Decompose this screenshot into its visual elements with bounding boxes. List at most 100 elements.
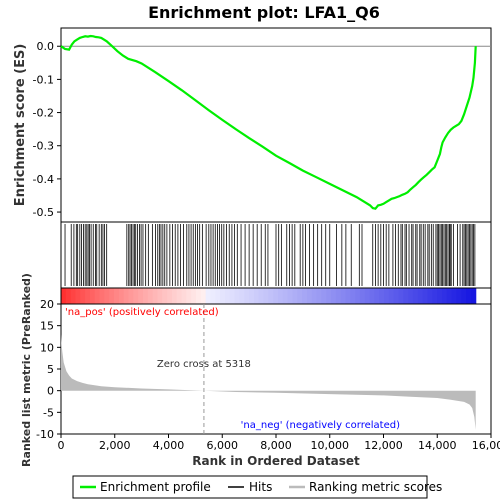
es-y-tick-label: -0.3 <box>33 140 54 153</box>
color-band-segment <box>220 288 226 304</box>
metric-plot-frame <box>60 303 492 435</box>
color-band-segment <box>412 288 419 304</box>
color-band-segment <box>118 288 125 304</box>
color-band-segment <box>239 288 245 304</box>
color-band-segment <box>340 288 347 304</box>
metric-y-ticks: 20 15 10 5 0 -5 -10 <box>36 298 61 441</box>
rank-color-band <box>61 288 477 304</box>
color-band-segment <box>138 288 144 304</box>
legend-label-enrichment-profile: Enrichment profile <box>100 480 211 494</box>
color-band-segment <box>326 288 332 304</box>
color-band-segment <box>176 288 183 304</box>
color-band-segment <box>306 288 313 304</box>
legend-label-hits: Hits <box>249 480 272 494</box>
color-band-segment <box>316 288 322 304</box>
color-band-segment <box>224 288 231 304</box>
hits-marks <box>64 224 476 286</box>
x-tick-label: 2,000 <box>99 439 131 452</box>
color-band-segment <box>461 288 467 304</box>
color-band-segment <box>374 288 380 304</box>
metric-y-tick-label: -5 <box>43 406 54 419</box>
es-y-tick-label: -0.1 <box>33 73 54 86</box>
color-band-segment <box>345 288 351 304</box>
color-band-segment <box>302 288 308 304</box>
color-band-segment <box>109 288 115 304</box>
color-band-segment <box>388 288 395 304</box>
zero-cross-label: Zero cross at 5318 <box>157 359 251 370</box>
color-band-segment <box>99 288 105 304</box>
es-y-axis-label: Enrichment score (ES) <box>13 44 28 207</box>
color-band-segment <box>152 288 159 304</box>
legend-frame <box>72 475 428 499</box>
color-band-segment <box>359 288 366 304</box>
x-axis-label: Rank in Ordered Dataset <box>192 454 360 468</box>
color-band-segment <box>80 288 86 304</box>
negative-correlation-label: 'na_neg' (negatively correlated) <box>241 420 400 431</box>
color-band-segment <box>253 288 260 304</box>
color-band-segment <box>441 288 448 304</box>
color-band-segment <box>133 288 139 304</box>
enrichment-profile-line <box>60 34 477 210</box>
color-band-segment <box>263 288 269 304</box>
x-tick-label: 16,000 <box>472 439 500 452</box>
color-band-segment <box>191 288 197 304</box>
color-band-segment <box>311 288 318 304</box>
color-band-segment <box>292 288 298 304</box>
color-band-segment <box>61 288 67 304</box>
metric-y-tick-label: 10 <box>40 341 54 354</box>
color-band-segment <box>437 288 443 304</box>
color-band-segment <box>350 288 356 304</box>
color-band-segment <box>364 288 371 304</box>
color-band-segment <box>123 288 130 304</box>
color-band-segment <box>147 288 154 304</box>
color-band-segment <box>196 288 202 304</box>
color-band-segment <box>446 288 453 304</box>
metric-y-tick-label: 15 <box>40 320 54 333</box>
color-band-segment <box>171 288 178 304</box>
color-band-segment <box>287 288 294 304</box>
metric-y-tick-label: 0 <box>47 385 54 398</box>
ranked-metric-panel: 20 15 10 5 0 -5 -10 Zero cross at 5318 'na_pos… <box>20 273 492 467</box>
color-band-segment <box>417 288 424 304</box>
color-band-segment <box>393 288 400 304</box>
color-band-segment <box>234 288 241 304</box>
x-tick-label: 0 <box>58 439 65 452</box>
color-band-segment <box>268 288 274 304</box>
color-band-segment <box>142 288 149 304</box>
es-y-tick-label: 0.0 <box>37 40 55 53</box>
color-band-segment <box>244 288 250 304</box>
color-band-segment <box>282 288 289 304</box>
x-tick-label: 12,000 <box>364 439 403 452</box>
color-band-segment <box>369 288 376 304</box>
color-band-segment <box>128 288 134 304</box>
x-tick-label: 14,000 <box>418 439 457 452</box>
color-band-segment <box>408 288 414 304</box>
color-band-segment <box>89 288 96 304</box>
es-y-tick-label: -0.2 <box>33 107 54 120</box>
es-panel: 0.0 -0.1 -0.2 -0.3 -0.4 -0.5 Enrichment score… <box>13 27 492 223</box>
color-band-segment <box>75 288 81 304</box>
positive-correlation-label: 'na_pos' (positively correlated) <box>65 307 219 318</box>
color-band-segment <box>205 288 212 304</box>
color-band-segment <box>470 288 477 304</box>
chart-title: Enrichment plot: LFA1_Q6 <box>148 3 380 22</box>
color-band-segment <box>331 288 337 304</box>
color-band-segment <box>65 288 72 304</box>
x-tick-label: 4,000 <box>153 439 185 452</box>
legend-label-ranking-metric: Ranking metric scores <box>309 480 442 494</box>
color-band-segment <box>273 288 279 304</box>
color-band-segment <box>451 288 457 304</box>
color-band-segment <box>94 288 101 304</box>
metric-y-tick-label: -10 <box>36 428 54 441</box>
color-band-segment <box>229 288 236 304</box>
x-tick-label: 6,000 <box>207 439 239 452</box>
color-band-segment <box>157 288 163 304</box>
color-band-segment <box>210 288 216 304</box>
color-band-segment <box>355 288 361 304</box>
color-band-segment <box>85 288 91 304</box>
color-band-segment <box>321 288 327 304</box>
color-band-segment <box>335 288 342 304</box>
es-y-ticks: 0.0 -0.1 -0.2 -0.3 -0.4 -0.5 <box>33 40 61 219</box>
color-band-segment <box>70 288 77 304</box>
